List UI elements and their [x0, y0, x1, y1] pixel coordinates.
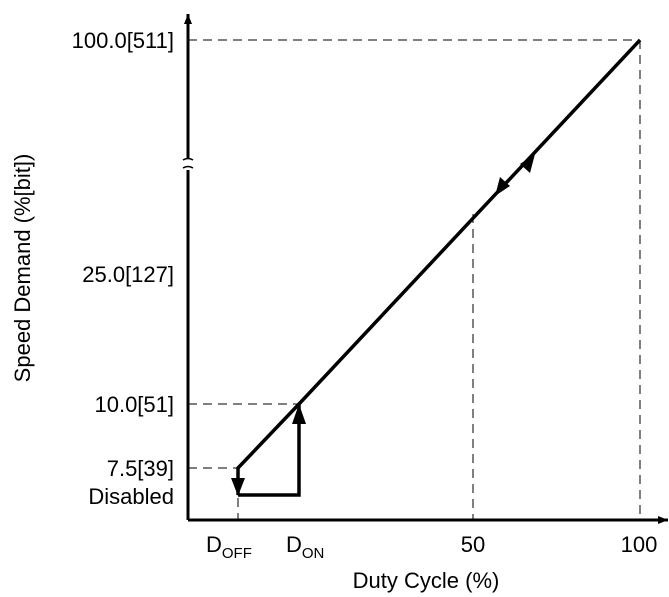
arrow-up-at-don	[292, 404, 306, 424]
x-tick-labels: DOFF DON 50 100	[206, 532, 657, 562]
x-tick-label-50: 50	[461, 532, 485, 557]
axes	[182, 14, 668, 524]
series-layer	[231, 38, 642, 497]
y-tick-label-disabled: Disabled	[88, 484, 174, 509]
y-tick-label-100: 100.0[511]	[72, 28, 174, 53]
x-tick-label-doff-sub: OFF	[222, 545, 252, 562]
y-axis-break-gap	[184, 158, 192, 170]
x-tick-label-don-main: D	[286, 532, 302, 557]
y-tick-label-7-5: 7.5[39]	[107, 456, 174, 481]
series-ramp-up-line	[238, 38, 642, 497]
y-tick-label-10: 10.0[51]	[94, 392, 174, 417]
arrow-down-along-line	[495, 177, 510, 196]
x-tick-label-doff: DOFF	[206, 532, 252, 562]
guide-lines	[188, 39, 641, 520]
x-tick-label-don: DON	[286, 532, 324, 562]
series-ramp-down-line	[236, 402, 301, 495]
x-tick-label-100: 100	[621, 532, 658, 557]
y-tick-label-25: 25.0[127]	[82, 262, 174, 287]
arrow-up-along-line	[520, 154, 535, 173]
y-axis-title: Speed Demand (%[bit])	[10, 154, 35, 383]
y-tick-labels: 100.0[511] 25.0[127] 10.0[51] 7.5[39] Di…	[72, 28, 174, 509]
x-tick-label-doff-main: D	[206, 532, 222, 557]
y-axis-break-mark	[182, 157, 194, 169]
x-tick-label-don-sub: ON	[302, 545, 325, 562]
x-axis-title: Duty Cycle (%)	[353, 568, 500, 593]
arrow-down-at-doff	[231, 478, 245, 496]
